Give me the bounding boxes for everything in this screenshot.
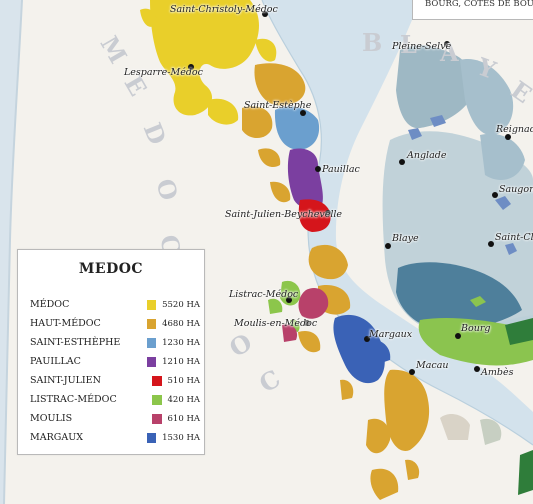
legend-item: PAUILLAC 1210 HA [30,352,200,371]
header-box: BOURG, CÔTES DE BOU [412,0,533,20]
legend-item-name: MOULIS [30,413,73,424]
legend-swatch [146,356,157,367]
legend-swatch [146,432,157,443]
legend-item-area: 1210 HA [162,356,200,367]
town-saint-julien[interactable]: Saint-Julien-Beychevelle [225,209,343,220]
legend-item: HAUT-MÉDOC 4680 HA [30,314,200,333]
town-moulis[interactable]: Moulis-en-Médoc [234,318,318,329]
legend-title: MEDOC [78,261,144,277]
legend-item-area: 510 HA [167,375,200,386]
legend-item-area: 4680 HA [162,318,200,329]
town-saint-cl[interactable]: Saint-Cl [495,232,533,243]
town-bourg[interactable]: Bourg [461,323,491,334]
margaux-appellation [333,314,391,384]
legend-item-name: HAUT-MÉDOC [30,318,101,329]
legend-swatch [146,337,157,348]
town-margaux[interactable]: Margaux [369,329,413,340]
legend-swatch [146,318,157,329]
legend: MEDOC MÉDOC 5520 HA HAUT-MÉDOC 4680 HA S… [17,249,205,455]
legend-item: MARGAUX 1530 HA [30,428,200,447]
legend-item-area: 420 HA [167,394,200,405]
town-reignac[interactable]: Reignac [496,124,533,135]
legend-item: MOULIS 610 HA [30,409,200,428]
town-saint-estephe[interactable]: Saint-Estèphe [244,100,312,111]
legend-swatch [151,375,162,386]
town-saint-christoly[interactable]: Saint-Christoly-Médoc [170,4,278,15]
legend-item-name: MÉDOC [30,299,70,310]
legend-swatch [146,299,157,310]
dark-blue-vineyards [396,262,522,331]
legend-item-name: PAUILLAC [30,356,81,367]
town-anglade[interactable]: Anglade [407,150,447,161]
legend-item-name: LISTRAC-MÉDOC [30,394,117,405]
atlantic-coast [0,0,22,504]
legend-item: SAINT-JULIEN 510 HA [30,371,200,390]
town-listrac[interactable]: Listrac-Médoc [229,289,299,300]
town-pleine-selve[interactable]: Pleine-Selve [392,41,452,52]
legend-item-name: MARGAUX [30,432,83,443]
legend-item: LISTRAC-MÉDOC 420 HA [30,390,200,409]
pauillac-appellation [287,148,323,210]
moulis-appellation [298,287,329,319]
town-markers [188,11,511,375]
legend-item-name: SAINT-JULIEN [30,375,101,386]
legend-item: SAINT-ESTHÈPHE 1230 HA [30,333,200,352]
town-saugon[interactable]: Saugon [499,184,533,195]
town-macau[interactable]: Macau [416,360,449,371]
legend-item-area: 610 HA [167,413,200,424]
legend-item: MÉDOC 5520 HA [30,295,200,314]
medoc-appellation [140,0,277,125]
town-lesparre[interactable]: Lesparre-Médoc [124,67,203,78]
saint-estephe-appellation [274,106,320,150]
legend-item-area: 5520 HA [162,299,200,310]
legend-item-area: 1230 HA [162,337,200,348]
legend-item-area: 1530 HA [162,432,200,443]
legend-swatch [151,413,162,424]
listrac-appellation [268,280,301,332]
legend-swatch [151,394,162,405]
town-blaye[interactable]: Blaye [392,233,419,244]
town-ambes[interactable]: Ambès [481,367,514,378]
legend-item-name: SAINT-ESTHÈPHE [30,337,121,348]
saint-julien-appellation [298,199,331,232]
town-pauillac[interactable]: Pauillac [322,164,360,175]
gironde-estuary [262,0,533,445]
